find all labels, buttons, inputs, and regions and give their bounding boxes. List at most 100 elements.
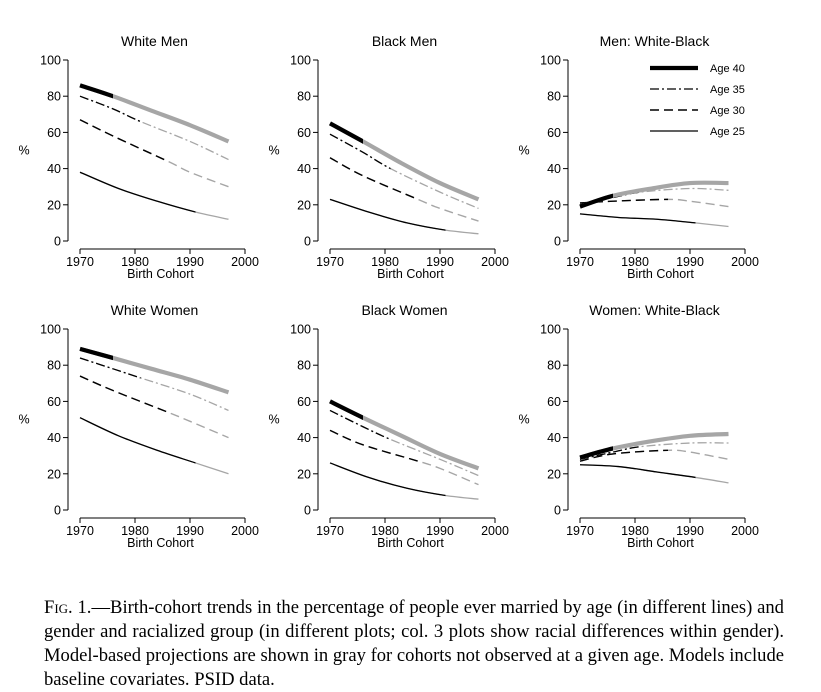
series-age-35-projected xyxy=(79,95,229,161)
series-age-40-observed xyxy=(579,193,613,209)
series-age-40-observed xyxy=(79,346,113,361)
y-tick-label: 100 xyxy=(40,323,61,337)
x-tick-label: 2000 xyxy=(231,255,259,269)
series-age-30-projected xyxy=(329,429,479,486)
x-tick-label: 1970 xyxy=(566,524,594,538)
y-tick-label: 80 xyxy=(547,359,561,373)
y-tick-label: 20 xyxy=(547,467,561,481)
y-tick-label: 40 xyxy=(47,162,61,176)
x-tick-label: 1990 xyxy=(426,524,454,538)
x-tick-label: 1980 xyxy=(621,524,649,538)
panel-title: Women: White-Black xyxy=(589,302,720,318)
y-tick-label: 60 xyxy=(297,126,311,140)
x-tick-label: 2000 xyxy=(731,524,759,538)
y-tick-label: 40 xyxy=(297,431,311,445)
y-axis-label: % xyxy=(518,144,529,158)
series-age-25-projected xyxy=(329,462,479,500)
y-axis-label: % xyxy=(268,144,279,158)
series-age-40-observed xyxy=(329,399,363,421)
x-tick-label: 1980 xyxy=(371,255,399,269)
x-tick-label: 2000 xyxy=(481,524,509,538)
y-tick-label: 40 xyxy=(47,431,61,445)
series-age-30-observed xyxy=(79,375,168,414)
y-tick-label: 0 xyxy=(54,504,61,518)
series-age-30-projected xyxy=(329,157,479,222)
x-axis-label: Birth Cohort xyxy=(377,536,444,550)
y-tick-label: 100 xyxy=(540,323,561,337)
x-tick-label: 1970 xyxy=(66,524,94,538)
y-tick-label: 20 xyxy=(297,198,311,212)
y-tick-label: 60 xyxy=(547,126,561,140)
x-tick-label: 1990 xyxy=(176,255,204,269)
series-age-35-observed xyxy=(79,357,141,379)
y-tick-label: 0 xyxy=(554,235,561,249)
y-axis-label: % xyxy=(268,413,279,427)
series-age-35-projected xyxy=(329,133,479,210)
x-tick-label: 1970 xyxy=(566,255,594,269)
x-tick-label: 1980 xyxy=(121,255,149,269)
panel-title: Black Women xyxy=(361,302,447,318)
series-age-35-observed xyxy=(579,445,641,460)
legend: Age 40 Age 35 Age 30 Age 25 xyxy=(650,63,745,138)
x-tick-label: 1980 xyxy=(621,255,649,269)
x-tick-label: 1990 xyxy=(176,524,204,538)
series-age-30-projected xyxy=(79,119,229,188)
legend-label-age-30: Age 30 xyxy=(710,105,745,117)
x-tick-label: 1990 xyxy=(676,524,704,538)
series-age-25-observed xyxy=(79,417,196,464)
y-tick-label: 80 xyxy=(297,359,311,373)
series-age-25-projected xyxy=(329,198,479,235)
series-age-35-observed xyxy=(329,133,391,170)
y-tick-label: 80 xyxy=(547,90,561,104)
y-tick-label: 40 xyxy=(547,162,561,176)
panel-women-white-black: Women: White-Black 0 20 40 60 80 100% 1970 1980 1… xyxy=(518,302,759,550)
x-tick-label: 2000 xyxy=(231,524,259,538)
x-axis-label: Birth Cohort xyxy=(127,536,194,550)
y-tick-label: 0 xyxy=(554,504,561,518)
x-axis-label: Birth Cohort xyxy=(377,267,444,281)
caption-text: —Birth-cohort trends in the percentage o… xyxy=(44,596,784,690)
y-tick-label: 60 xyxy=(547,395,561,409)
x-tick-label: 1970 xyxy=(316,255,344,269)
x-tick-label: 1980 xyxy=(121,524,149,538)
series-age-25-projected xyxy=(579,464,729,484)
y-tick-label: 100 xyxy=(540,54,561,68)
x-tick-label: 2000 xyxy=(731,255,759,269)
y-axis-label: % xyxy=(18,413,29,427)
y-tick-label: 80 xyxy=(47,359,61,373)
series-age-30-observed xyxy=(579,449,668,462)
series-age-25-observed xyxy=(79,171,196,213)
y-tick-label: 80 xyxy=(297,90,311,104)
legend-label-age-35: Age 35 xyxy=(710,84,745,96)
x-tick-label: 1970 xyxy=(66,255,94,269)
x-axis-label: Birth Cohort xyxy=(627,536,694,550)
panel-black-women: Black Women 0 20 40 60 80 100% 1970 1980 1990 2000… xyxy=(268,302,509,550)
x-tick-label: 1990 xyxy=(676,255,704,269)
y-axis-label: % xyxy=(18,144,29,158)
series-age-40-observed xyxy=(579,446,613,460)
panel-title: White Men xyxy=(121,33,188,49)
x-tick-label: 1990 xyxy=(426,255,454,269)
y-tick-label: 40 xyxy=(547,431,561,445)
figure-caption: Fig. 1.—Birth-cohort trends in the perce… xyxy=(44,596,784,692)
series-age-35-projected xyxy=(329,409,479,477)
y-tick-label: 60 xyxy=(47,395,61,409)
series-age-25-projected xyxy=(79,171,229,220)
y-tick-label: 60 xyxy=(47,126,61,140)
x-tick-label: 1980 xyxy=(371,524,399,538)
panel-white-men: White Men 0 20 40 60 80 100% 1970 1980 1990 2000 Bi… xyxy=(18,33,259,281)
y-tick-label: 0 xyxy=(304,235,311,249)
x-tick-label: 2000 xyxy=(481,255,509,269)
panel-black-men: Black Men 0 20 40 60 80 100% 1970 1980 1990 2000 Bi… xyxy=(268,33,509,281)
y-tick-label: 20 xyxy=(47,467,61,481)
y-tick-label: 60 xyxy=(297,395,311,409)
y-tick-label: 20 xyxy=(297,467,311,481)
panel-title: White Women xyxy=(111,302,199,318)
series-age-40-observed xyxy=(328,121,363,144)
x-tick-label: 1970 xyxy=(316,524,344,538)
y-tick-label: 0 xyxy=(54,235,61,249)
series-age-35-observed xyxy=(329,409,391,441)
y-axis-label: % xyxy=(518,413,529,427)
series-age-40-observed xyxy=(79,83,113,99)
